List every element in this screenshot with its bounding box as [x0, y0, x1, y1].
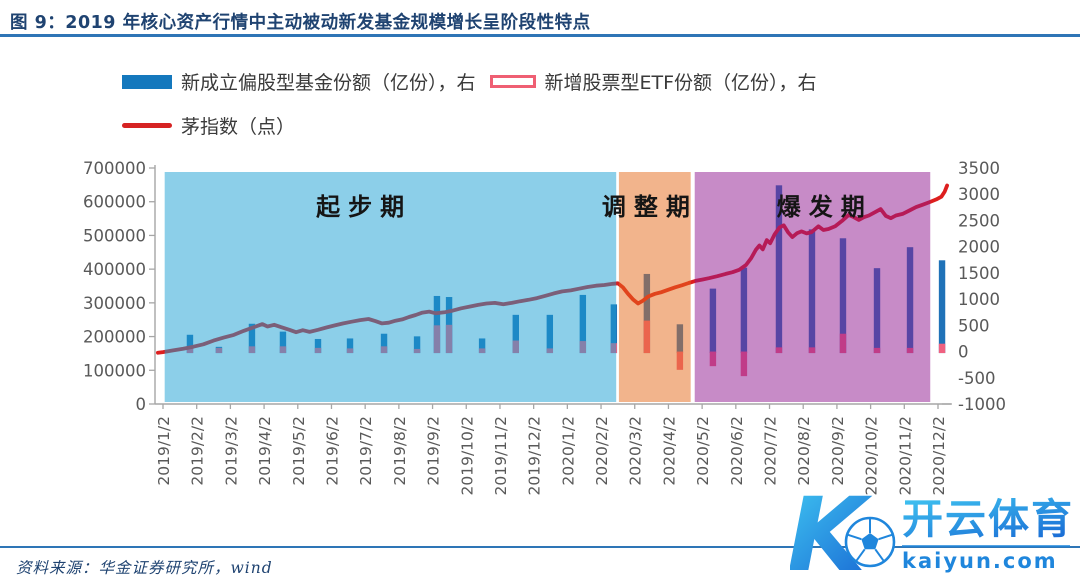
y-axis-right-label: -500: [958, 369, 995, 388]
phase-label: 爆发期: [777, 193, 873, 221]
y-axis-left-label: 300000: [83, 294, 146, 313]
etf-bar-legend-swatch: [489, 75, 536, 88]
chart-legend-row-2: 茅指数（点）: [122, 112, 295, 139]
source-note: 资料来源：华金证券研究所，wind: [16, 559, 273, 577]
y-axis-right-label: 2500: [958, 211, 1000, 230]
x-axis-label: 2020/4/2: [660, 416, 678, 486]
x-axis-label: 2019/11/2: [492, 416, 510, 495]
x-axis-label: 2020/10/2: [863, 416, 881, 495]
phase-region: [694, 172, 931, 402]
x-axis-label: 2019/5/2: [290, 416, 308, 486]
fund-shares-bar: [938, 260, 946, 354]
x-axis-label: 2019/8/2: [391, 416, 409, 486]
x-axis-label: 2020/5/2: [694, 416, 712, 486]
x-axis-label: 2020/12/2: [930, 416, 948, 495]
watermark: K 开云体育 kaiyun.com: [790, 476, 1074, 580]
etf-shares-bar: [938, 343, 946, 354]
y-axis-left-label: 500000: [83, 226, 146, 245]
y-axis-left-label: 100000: [83, 361, 146, 380]
y-axis-right-label: 3500: [958, 159, 1000, 178]
x-axis-label: 2019/10/2: [458, 416, 476, 495]
x-axis-label: 2020/1/2: [559, 416, 577, 486]
x-axis-label: 2020/6/2: [728, 416, 746, 486]
mao-index-legend-label: 茅指数（点）: [181, 116, 296, 138]
x-axis-label: 2020/2/2: [593, 416, 611, 486]
y-axis-left-label: 400000: [83, 260, 146, 279]
footer-divider: [0, 546, 1080, 548]
phase-region: [618, 172, 691, 402]
etf-bar-legend-label: 新增股票型ETF份额（亿份），右: [544, 72, 817, 94]
mao-index-legend-swatch: [122, 123, 172, 128]
x-axis-label: 2019/9/2: [425, 416, 443, 486]
y-axis-right-label: 500: [958, 316, 990, 335]
chart-legend-row-1: 新成立偏股型基金份额（亿份），右 新增股票型ETF份额（亿份），右: [122, 68, 817, 95]
x-axis-label: 2019/4/2: [256, 416, 274, 486]
x-axis-label: 2020/7/2: [762, 416, 780, 486]
x-axis-label: 2019/3/2: [222, 416, 240, 486]
y-axis-right-label: 2000: [958, 238, 1000, 257]
y-axis-right-label: 1000: [958, 290, 1000, 309]
x-axis-label: 2019/2/2: [189, 416, 207, 486]
fund-bar-legend-swatch: [122, 74, 172, 89]
x-axis-label: 2020/8/2: [795, 416, 813, 486]
y-axis-left-label: 600000: [83, 193, 146, 212]
title-divider: [0, 34, 1080, 37]
x-axis-label: 2020/9/2: [829, 416, 847, 486]
phase-label: 起步期: [315, 193, 412, 221]
watermark-brand: 开云体育: [902, 495, 1074, 543]
figure-title: 图 9：2019 年核心资产行情中主动被动新发基金规模增长呈阶段性特点: [10, 13, 591, 33]
x-axis-label: 2020/11/2: [896, 416, 914, 495]
y-axis-right-label: -1000: [958, 395, 1006, 414]
fund-bar-legend-label: 新成立偏股型基金份额（亿份），右: [181, 72, 476, 94]
phase-region: [164, 172, 617, 402]
y-axis-left-label: 200000: [83, 328, 146, 347]
y-axis-left-label: 0: [136, 395, 147, 414]
x-axis-label: 2019/1/2: [155, 416, 173, 486]
x-axis-label: 2020/3/2: [627, 416, 645, 486]
y-axis-right-label: 1500: [958, 264, 1000, 283]
y-axis-left-label: 700000: [83, 159, 146, 178]
y-axis-right-label: 0: [958, 343, 969, 362]
x-axis-label: 2019/7/2: [357, 416, 375, 486]
x-axis-label: 2019/6/2: [323, 416, 341, 486]
phase-label: 调整期: [602, 193, 698, 221]
y-axis-right-label: 3000: [958, 185, 1000, 204]
watermark-domain: kaiyun.com: [902, 549, 1058, 573]
soccer-ball-icon: [844, 516, 896, 568]
x-axis-label: 2019/12/2: [526, 416, 544, 495]
